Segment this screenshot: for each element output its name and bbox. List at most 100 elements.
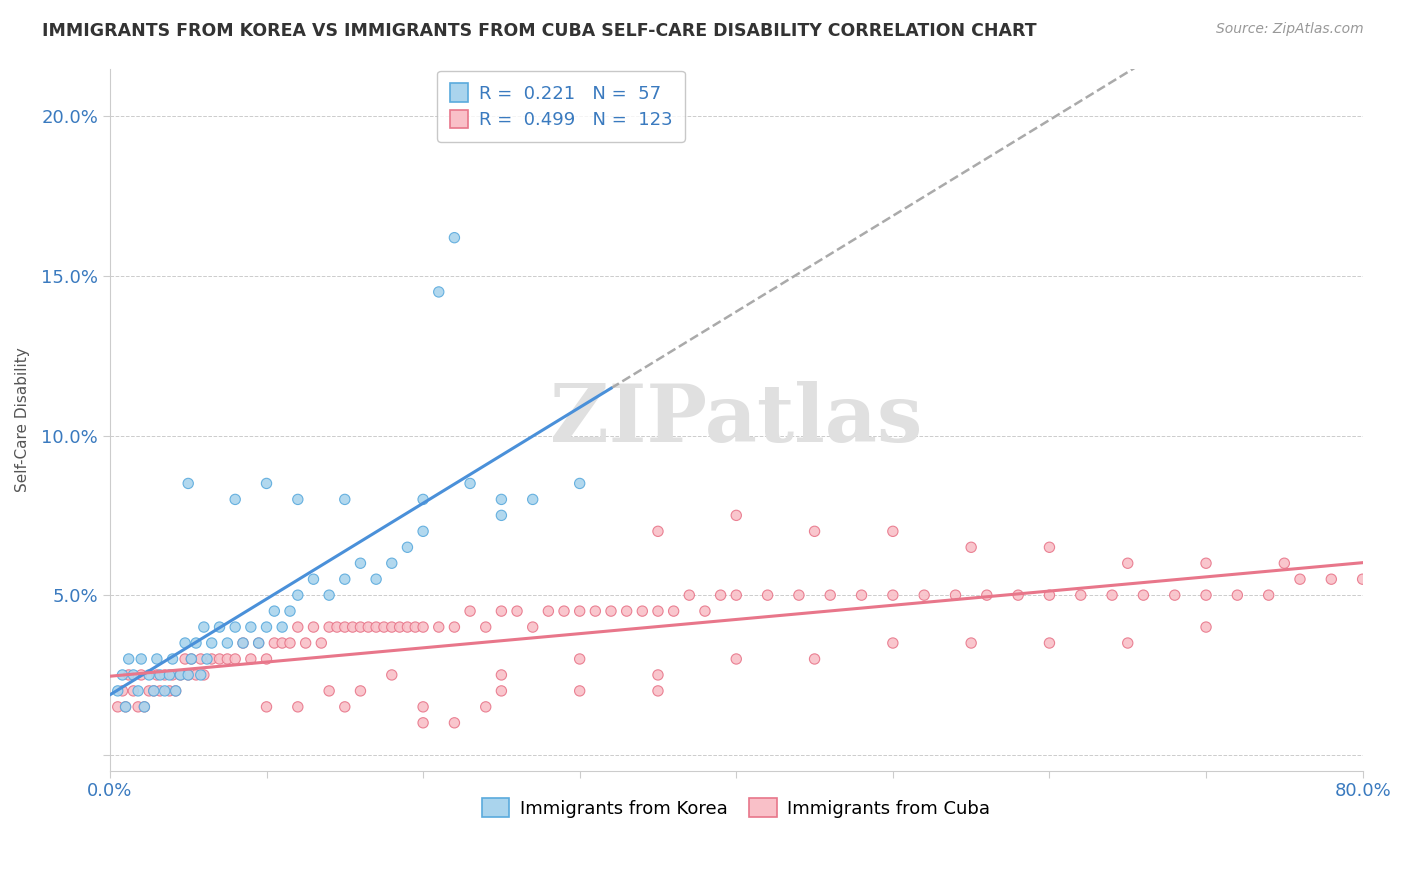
Point [396,541,419,555]
Point [693,604,716,618]
Point [138,668,160,682]
Point [122,668,145,682]
Point [107,684,129,698]
Point [787,588,810,602]
Point [1351,572,1374,586]
Point [287,699,309,714]
Point [976,588,998,602]
Point [381,620,404,634]
Point [208,620,231,634]
Point [134,699,156,714]
Point [851,588,873,602]
Point [190,652,212,666]
Point [412,699,434,714]
Point [803,524,825,539]
Point [256,699,278,714]
Point [1116,636,1139,650]
Point [1195,620,1218,634]
Point [1195,556,1218,570]
Point [443,230,465,244]
Point [247,636,270,650]
Point [271,636,294,650]
Point [1164,588,1187,602]
Point [388,620,411,634]
Point [177,476,200,491]
Point [149,668,172,682]
Point [412,492,434,507]
Point [129,652,152,666]
Point [568,476,591,491]
Point [256,652,278,666]
Point [647,604,669,618]
Point [247,636,270,650]
Point [537,604,560,618]
Point [201,636,224,650]
Point [217,652,239,666]
Point [278,636,301,650]
Point [443,620,465,634]
Point [522,620,544,634]
Point [165,684,187,698]
Point [326,620,349,634]
Point [1038,541,1060,555]
Point [1289,572,1312,586]
Point [553,604,575,618]
Point [263,604,285,618]
Point [138,684,160,698]
Point [271,620,294,634]
Point [153,668,176,682]
Point [162,668,184,682]
Point [111,668,134,682]
Point [184,636,207,650]
Point [945,588,967,602]
Point [458,476,481,491]
Point [239,652,262,666]
Point [239,620,262,634]
Point [302,572,325,586]
Point [208,652,231,666]
Point [118,652,141,666]
Point [725,588,748,602]
Point [818,588,841,602]
Point [193,668,215,682]
Point [381,668,404,682]
Point [381,556,404,570]
Point [349,684,371,698]
Point [710,588,733,602]
Point [647,684,669,698]
Point [1272,556,1295,570]
Point [129,668,152,682]
Point [149,684,172,698]
Point [366,572,388,586]
Point [318,684,340,698]
Point [1320,572,1343,586]
Text: Source: ZipAtlas.com: Source: ZipAtlas.com [1216,22,1364,37]
Point [491,668,513,682]
Point [287,588,309,602]
Point [311,636,333,650]
Point [882,636,904,650]
Point [114,699,136,714]
Point [190,668,212,682]
Point [412,620,434,634]
Point [912,588,935,602]
Point [318,588,340,602]
Point [107,699,129,714]
Point [960,636,983,650]
Point [1038,636,1060,650]
Point [165,684,187,698]
Point [169,668,191,682]
Point [600,604,623,618]
Point [474,699,496,714]
Point [157,668,180,682]
Point [568,604,591,618]
Point [491,508,513,523]
Point [118,668,141,682]
Point [232,636,254,650]
Point [662,604,685,618]
Point [157,684,180,698]
Point [522,492,544,507]
Point [647,524,669,539]
Point [647,668,669,682]
Point [960,541,983,555]
